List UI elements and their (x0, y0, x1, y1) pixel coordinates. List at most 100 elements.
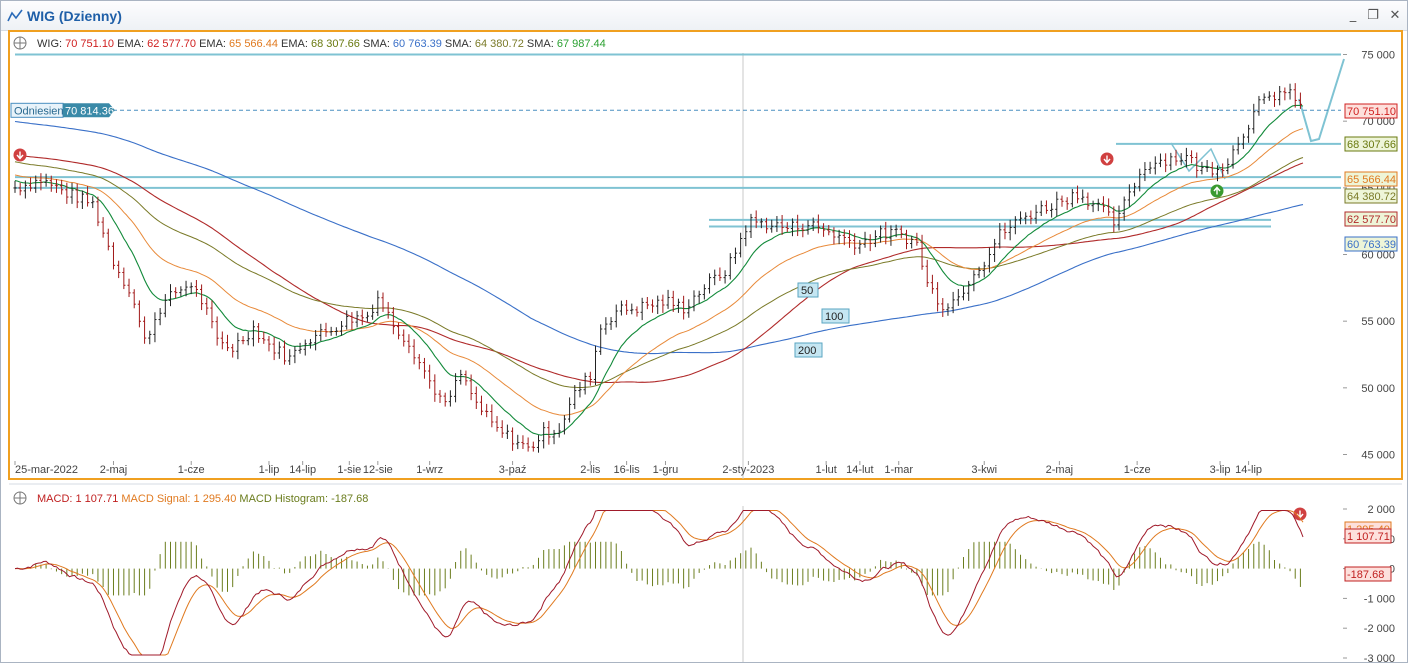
legend-value-4: 60 763.39 (390, 38, 442, 50)
main-legend: WIG: 70 751.10 EMA: 62 577.70 EMA: 65 56… (37, 38, 606, 50)
macd-tag-label: 1 107.71 (1347, 531, 1390, 543)
x-tick-label: 2-sty-2023 (722, 464, 774, 476)
macd-legend-value-1: 1 295.40 (190, 493, 236, 505)
price-tag-label: 65 566.44 (1347, 174, 1396, 186)
y-tick-label: 75 000 (1361, 50, 1395, 62)
window-title: WIG (Dzienny) (27, 8, 122, 24)
macd-price-tags: 1 295.401 107.71-187.68 (1344, 521, 1392, 582)
macd-signal-line (14, 510, 1304, 656)
y-tick-label: 70 000 (1361, 116, 1395, 128)
y-tick-label: 45 000 (1361, 450, 1395, 462)
restore-button[interactable]: ❐ (1367, 8, 1379, 23)
main-legend-text: WIG: 70 751.10 EMA: 62 577.70 EMA: 65 56… (37, 38, 606, 50)
price-tag-box (1344, 188, 1398, 204)
macd-legend-name-1: MACD Signal: (118, 493, 190, 505)
legend-value-0: 70 751.10 (62, 38, 114, 50)
x-tick-label: 1-wrz (416, 464, 443, 476)
legend-value-1: 62 577.70 (144, 38, 196, 50)
y-tick-label: 55 000 (1361, 316, 1395, 328)
x-tick-label: 14-lip (1235, 464, 1262, 476)
sell-signal-icon-glyph (16, 151, 24, 160)
sell-signal-icon-glyph (1103, 155, 1111, 164)
y-tick-label: 60 000 (1361, 250, 1395, 262)
period-label-box (794, 342, 823, 358)
x-tick-label: 1-lut (815, 464, 836, 476)
x-tick-label: 1-gru (653, 464, 679, 476)
macd-line (14, 510, 1304, 656)
x-tick-label: 1-lip (259, 464, 280, 476)
x-tick-label: 1-cze (1124, 464, 1151, 476)
minimize-button[interactable]: _ (1349, 8, 1357, 23)
x-tick-label: 3-lip (1210, 464, 1231, 476)
macd-y-tick-label: 0 (1389, 564, 1395, 576)
x-tick-label: 2-maj (100, 464, 128, 476)
x-tick-label: 2-lis (580, 464, 601, 476)
macd-y-tick-label: -3 000 (1364, 653, 1395, 662)
price-tag-label: 68 307.66 (1347, 139, 1396, 151)
macd-y-tick-label: -1 000 (1364, 593, 1395, 605)
macd-histogram (14, 507, 1307, 596)
macd-legend-value-0: 1 107.71 (72, 493, 118, 505)
pattern-line (1170, 142, 1226, 180)
legend-name-2: EMA: (196, 38, 226, 50)
sma-100-line (14, 154, 1304, 384)
ema-50-line (14, 128, 1304, 416)
price-tag-label: 60 763.39 (1347, 239, 1396, 251)
x-tick-label: 12-sie (363, 464, 393, 476)
x-tick-label: 25-mar-2022 (15, 464, 78, 476)
legend-name-3: EMA: (278, 38, 308, 50)
x-tick-label: 3-kwi (971, 464, 997, 476)
legend-name-1: EMA: (114, 38, 144, 50)
x-tick-label: 1-cze (178, 464, 205, 476)
price-bars (13, 83, 1303, 453)
close-button[interactable]: ✕ (1389, 8, 1401, 23)
legend-value-3: 68 307.66 (308, 38, 360, 50)
price-tag-label: 64 380.72 (1347, 191, 1396, 203)
macd-tag-box (1344, 566, 1392, 582)
legend-value-5: 64 380.72 (472, 38, 524, 50)
y-tick-label: 50 000 (1361, 383, 1395, 395)
legend-value-2: 65 566.44 (226, 38, 278, 50)
price-tag-label: 62 577.70 (1347, 214, 1396, 226)
chart-line-icon (7, 9, 23, 22)
move-macd-panel-icon[interactable] (13, 491, 27, 505)
price-tags: 70 751.10 68 307.66 65 566.44 64 380.72 62 5… (1344, 103, 1398, 252)
buy-signal-icon-glyph (1213, 186, 1221, 195)
macd-tag-box (1344, 528, 1392, 544)
ema-100-line (14, 157, 1304, 388)
price-tag-box (1344, 136, 1398, 152)
legend-name-6: SMA: (524, 38, 554, 50)
reference-value: 70 814.36 (65, 105, 114, 117)
horizontal-lines[interactable] (15, 53, 1345, 228)
legend-value-6: 67 987.44 (554, 38, 606, 50)
move-panel-icon[interactable] (13, 36, 27, 50)
legend-name-0: WIG: (37, 38, 62, 50)
macd-legend-value-2: -187.68 (328, 493, 368, 505)
macd-legend-text: MACD: 1 107.71 MACD Signal: 1 295.40 MAC… (37, 493, 368, 505)
period-label-200: 200 (798, 345, 816, 357)
macd-y-tick-label: -2 000 (1364, 623, 1395, 635)
sma-200-line (14, 120, 1304, 355)
x-tick-label: 2-maj (1046, 464, 1074, 476)
main-panel-frame (8, 30, 1403, 480)
reference-value-box (63, 103, 115, 118)
legend-name-5: SMA: (442, 38, 472, 50)
macd-legend: MACD: 1 107.71 MACD Signal: 1 295.40 MAC… (37, 493, 368, 505)
macd-legend-name-2: MACD Histogram: (236, 493, 328, 505)
period-label-box (797, 282, 819, 298)
x-tick-label: 1-sie (337, 464, 361, 476)
macd-lines (14, 510, 1304, 656)
x-tick-label: 3-paź (499, 464, 527, 476)
macd-tag-label: -187.68 (1347, 569, 1384, 581)
x-tick-label: 1-mar (884, 464, 913, 476)
x-axis-main: 25-mar-2022 2-maj 1-cze 1-lip 14-lip 1-sie 12-… (14, 461, 1262, 476)
period-label-100: 100 (825, 311, 843, 323)
period-label-box (821, 308, 850, 324)
x-tick-label: 16-lis (613, 464, 640, 476)
price-tag-box (1344, 103, 1398, 119)
macd-legend-name-0: MACD: (37, 493, 72, 505)
period-label-50: 50 (801, 285, 813, 297)
